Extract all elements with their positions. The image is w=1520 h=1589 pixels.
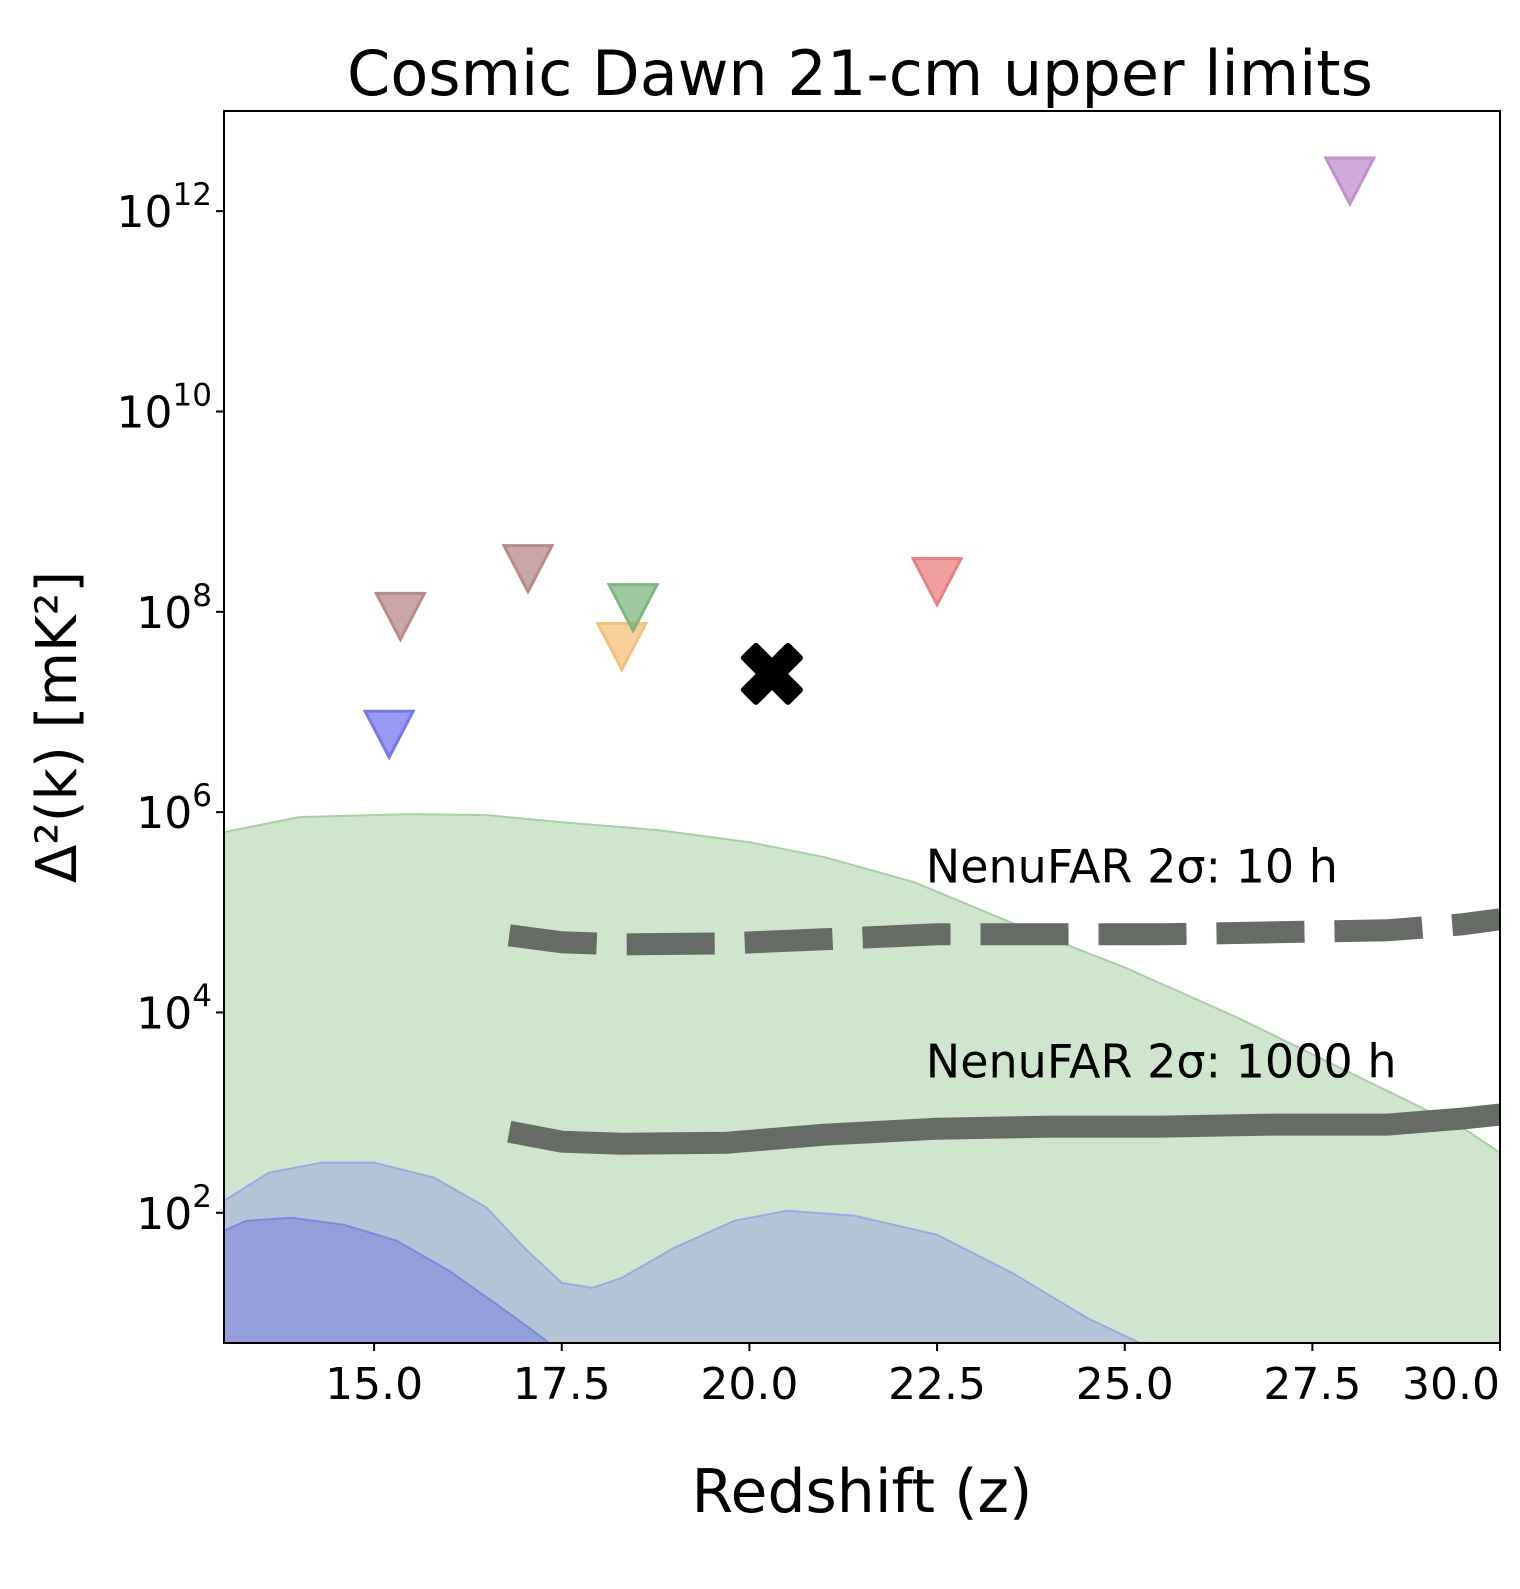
plot-frame: [223, 110, 1501, 1344]
upper-limit-marker: [362, 709, 416, 761]
chart-title: Cosmic Dawn 21-cm upper limits: [347, 37, 1373, 110]
x-tick-label: 25.0: [1076, 1359, 1174, 1410]
x-tick-label: 30.0: [1402, 1359, 1500, 1410]
x-axis-ticks: 15.0 17.5 20.0 22.5 25.0 27.5 30.0: [325, 1343, 1501, 1410]
x-tick-label: 15.0: [325, 1359, 423, 1410]
sensitivity-lines: [507, 908, 1500, 1155]
y-tick-label: 102: [136, 1179, 212, 1240]
line-annotations: NenuFAR 2σ: 10 h NenuFAR 2σ: 1000 h: [926, 839, 1397, 1088]
y-axis-ticks: 102 104 106 108 1010 1012: [117, 177, 224, 1240]
x-axis-label: Redshift (z): [692, 1457, 1033, 1527]
upper-limit-marker: [373, 591, 427, 643]
y-tick-label: 104: [136, 978, 212, 1039]
upper-limit-marker: [1323, 156, 1377, 208]
upper-limit-marker: [501, 544, 555, 595]
line-annotation: NenuFAR 2σ: 1000 h: [926, 1035, 1397, 1089]
y-tick-label: 106: [136, 778, 212, 839]
y-tick-label: 1012: [117, 177, 212, 238]
upper-limit-marker: [595, 622, 649, 673]
nenufar-1000h-line: [507, 1103, 1500, 1155]
cross-marker: [740, 642, 803, 705]
x-tick-label: 22.5: [888, 1359, 986, 1410]
x-tick-label: 20.0: [700, 1359, 798, 1410]
y-tick-label: 108: [136, 578, 212, 639]
upper-limit-markers: [362, 156, 1377, 761]
y-tick-label: 1010: [117, 377, 212, 438]
model-band-2: [224, 1216, 548, 1343]
nenufar-10h-line: [507, 908, 1500, 956]
y-axis-label: Δ²(k) [mK²]: [25, 571, 90, 883]
line-annotation: NenuFAR 2σ: 10 h: [926, 839, 1338, 893]
x-tick-label: 27.5: [1263, 1359, 1361, 1410]
upper-limit-marker: [910, 557, 964, 608]
upper-limit-marker: [606, 583, 660, 634]
x-tick-label: 17.5: [513, 1359, 611, 1410]
